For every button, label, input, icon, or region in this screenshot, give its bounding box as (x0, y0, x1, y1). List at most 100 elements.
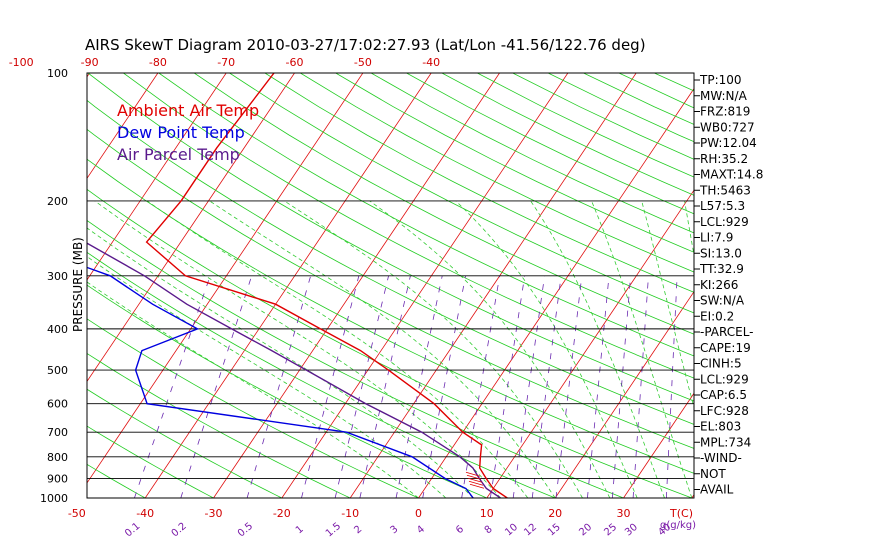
pressure-tick: 600 (47, 398, 68, 411)
mixing-ratio-tick: 1 (294, 524, 306, 537)
dry-adiabat (193, 73, 694, 335)
isotherm (87, 73, 159, 180)
mixing-ratio-tick: 12 (522, 522, 539, 539)
mixing-ratio-line (632, 275, 649, 498)
isotherm (0, 73, 21, 498)
bottom-temp-tick: -10 (341, 507, 359, 520)
dry-adiabat (87, 388, 282, 498)
mixing-ratio-line (555, 275, 583, 498)
hatch-mark (467, 477, 483, 483)
index-entry: EL:803 (700, 420, 741, 434)
index-entry: TH:5463 (699, 183, 751, 197)
dry-adiabat (654, 73, 694, 92)
dry-adiabat (87, 220, 624, 498)
index-entry: WB0:727 (700, 120, 755, 134)
index-entry: MAXT:14.8 (700, 168, 763, 182)
pressure-tick: 400 (47, 323, 68, 336)
pressure-tick: 800 (47, 451, 68, 464)
ambient-air-temp-line (145, 73, 508, 498)
index-entry: FRZ:819 (700, 105, 750, 119)
index-entry: PW:12.04 (700, 136, 757, 150)
mixing-ratio-tick: 6 (454, 524, 466, 537)
isotherm (87, 73, 227, 281)
isotherm (87, 73, 364, 484)
dry-adiabat (477, 73, 694, 178)
mixing-ratio-tick: 8 (483, 524, 495, 537)
moist-adiabat (87, 227, 474, 498)
isotherm (213, 73, 500, 498)
index-entry: TT:32.9 (699, 262, 744, 276)
top-temp-tick: -40 (422, 56, 440, 69)
moist-adiabat (87, 281, 419, 498)
mixing-ratio-line (461, 275, 501, 498)
dry-adiabat (370, 73, 694, 234)
mixing-ratio-tick: 3 (389, 524, 401, 537)
mixing-ratio-tick: 0.5 (236, 521, 255, 540)
dry-adiabat (87, 463, 146, 498)
profile-lines (87, 73, 508, 498)
mixing-ratio-line (587, 275, 610, 498)
bottom-temperature-ticks: -50 -40 -30 -20 -10 0 10 20 30 (68, 507, 631, 520)
bottom-temp-tick: 30 (617, 507, 631, 520)
mixing-ratio-axis-label: g(g/kg) (660, 520, 696, 531)
moist-adiabat (789, 201, 829, 498)
mixing-ratio-tick: 2 (352, 524, 364, 537)
pressure-tick: 900 (47, 473, 68, 486)
top-temp-tick: -70 (217, 56, 235, 69)
mixing-ratio-tick: 20 (577, 522, 594, 539)
mixing-ratio-line (531, 275, 562, 498)
dry-adiabat (441, 73, 694, 196)
pressure-tick: 100 (47, 67, 68, 80)
dry-adiabat (87, 251, 556, 498)
mixing-ratio-tick: 15 (546, 522, 563, 539)
mixing-ratio-ticks: 0.1 0.2 0.5 1 1.5 2 3 4 6 8 10 12 15 20 25 30 40 (123, 521, 673, 540)
mixing-ratio-line (665, 275, 678, 498)
index-entry: KI:266 (700, 278, 738, 292)
isotherm (554, 290, 694, 498)
moist-adiabat (146, 200, 529, 498)
mixing-ratio-tick: 1.5 (324, 521, 343, 540)
top-temp-tick: -100 (9, 56, 34, 69)
moist-adiabat (87, 256, 447, 498)
index-entry: LCL:929 (700, 372, 749, 386)
mixing-ratio-line (359, 275, 411, 498)
pressure-tick: 200 (47, 195, 68, 208)
isotherm (349, 73, 637, 498)
bottom-temp-tick: 0 (415, 507, 422, 520)
hatch-mark (465, 471, 481, 477)
dew-point-temp-line (87, 266, 474, 498)
dry-adiabat (300, 73, 694, 273)
chart-title: AIRS SkewT Diagram 2010-03-27/17:02:27.9… (85, 36, 646, 54)
mixing-ratio-tick: 25 (602, 522, 619, 539)
air-parcel-temp-line (87, 242, 501, 498)
pressure-tick: 500 (47, 364, 68, 377)
mixing-ratio-line (301, 275, 360, 498)
mixing-ratio-line (134, 275, 211, 498)
mixing-ratio-line (246, 275, 312, 498)
legend: Ambient Air Temp Dew Point Temp Air Parc… (117, 101, 259, 164)
x-axis-label: T(C) (669, 507, 693, 520)
dry-adiabat (335, 73, 694, 253)
isotherm (418, 87, 694, 498)
mixing-ratio-tick: 10 (503, 522, 520, 539)
index-entry: CAP:6.5 (700, 388, 747, 402)
index-entry: -WIND- (700, 451, 742, 465)
mixing-ratio-tick: 0.2 (170, 521, 189, 540)
bottom-temp-tick: -40 (136, 507, 154, 520)
top-temp-tick: -90 (81, 56, 99, 69)
index-entry: MPL:734 (700, 435, 751, 449)
plot-frame (86, 72, 695, 499)
index-entry: SW:N/A (700, 294, 745, 308)
dry-adiabat (87, 73, 694, 402)
mixing-ratio-line (395, 275, 443, 498)
dry-adiabat (87, 425, 214, 498)
mixing-ratio-line (422, 275, 466, 498)
isotherm (623, 392, 694, 498)
top-temp-tick: -50 (354, 56, 372, 69)
dry-adiabat (87, 284, 487, 498)
index-entry: AVAIL (700, 483, 734, 497)
moist-adiabat (757, 201, 801, 498)
bottom-temp-tick: -50 (68, 507, 86, 520)
